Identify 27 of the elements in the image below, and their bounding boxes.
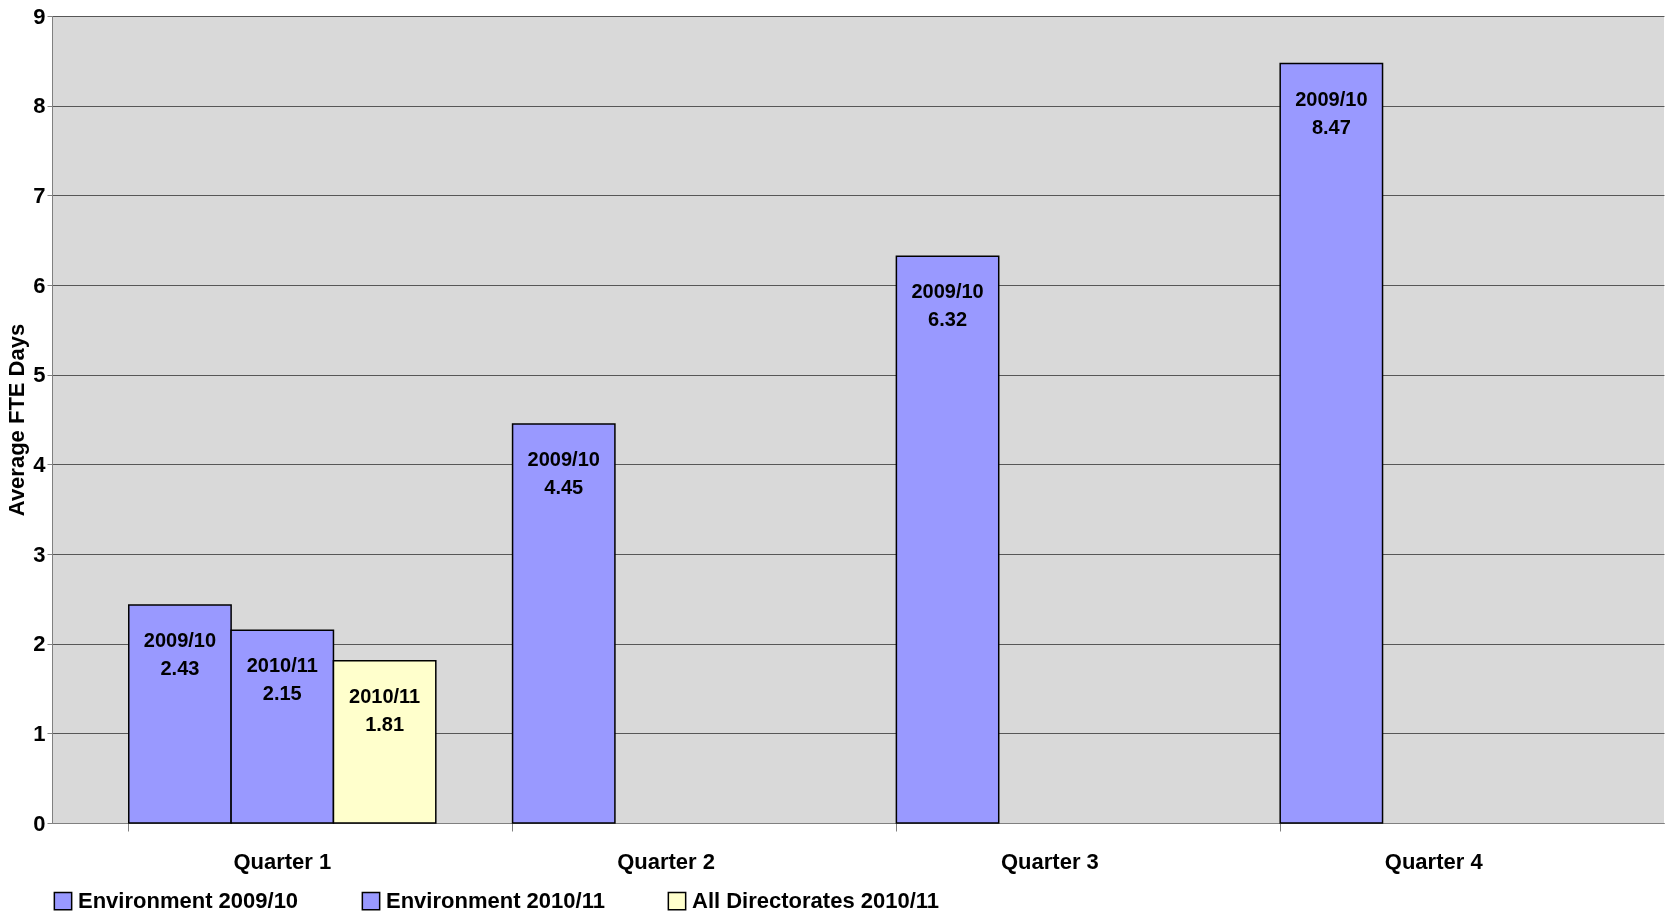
- y-tick-label: 7: [33, 182, 46, 208]
- x-tick-label: Quarter 1: [233, 848, 332, 874]
- y-tick-label: 3: [33, 541, 46, 567]
- y-axis-title: Average FTE Days: [4, 323, 30, 517]
- data-label: 2009/10 2.43: [143, 629, 217, 680]
- bar: [895, 255, 1000, 824]
- data-label: 2009/10 4.45: [527, 447, 600, 498]
- x-tick-label: Quarter 2: [617, 848, 716, 874]
- y-tick-label: 6: [33, 272, 46, 298]
- bar: [1279, 62, 1384, 824]
- legend-label: Environment 2010/11: [386, 888, 605, 914]
- legend-label: All Directorates 2010/11: [692, 888, 940, 914]
- y-tick-label: 2: [33, 631, 46, 657]
- y-tick-label: 9: [33, 3, 46, 29]
- data-label: 2009/10 8.47: [1295, 87, 1368, 138]
- y-tick-label: 8: [33, 93, 46, 119]
- x-tick-label: Quarter 4: [1384, 848, 1484, 874]
- y-tick-label: 1: [33, 720, 46, 746]
- data-label: 2010/11 1.81: [349, 684, 421, 735]
- y-tick-label: 4: [33, 451, 47, 477]
- x-tick-label: Quarter 3: [1000, 848, 1099, 874]
- legend-label: Environment 2009/10: [78, 888, 299, 914]
- data-label: 2010/11 2.15: [246, 654, 318, 705]
- bar: [511, 423, 616, 824]
- y-tick-label: 5: [33, 362, 46, 388]
- data-label: 2009/10 6.32: [911, 280, 984, 331]
- y-tick-label: 0: [33, 810, 46, 836]
